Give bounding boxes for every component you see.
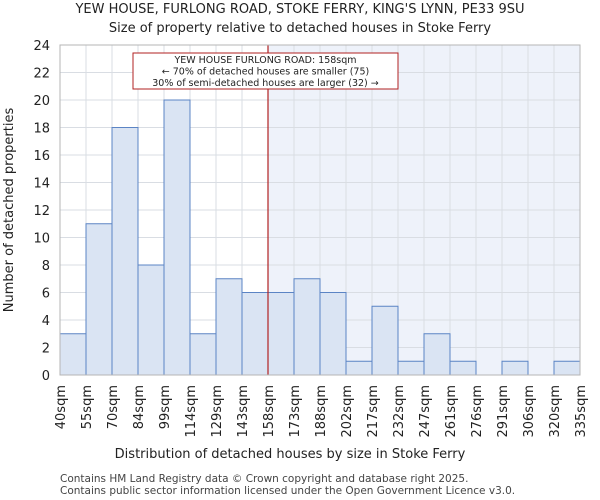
y-tick-label: 10 xyxy=(33,232,50,247)
y-tick-label: 16 xyxy=(33,149,50,164)
y-tick-label: 2 xyxy=(42,342,50,357)
x-tick-label: 99sqm xyxy=(158,385,173,429)
bar-114sqm xyxy=(189,333,217,376)
y-tick-label: 22 xyxy=(33,67,50,82)
footer-line-2: Contains public sector information licen… xyxy=(60,485,516,497)
bar-247sqm xyxy=(423,333,451,376)
bar-173sqm xyxy=(293,278,321,376)
bar-202sqm xyxy=(345,360,373,376)
y-tick-label: 18 xyxy=(33,122,50,137)
x-tick-label: 306sqm xyxy=(522,385,537,438)
annotation-line-2: ← 70% of detached houses are smaller (75… xyxy=(162,67,369,78)
x-tick-label: 320sqm xyxy=(548,385,563,438)
y-axis-label: Number of detached properties xyxy=(2,108,17,313)
bar-320sqm xyxy=(553,360,581,376)
x-tick-label: 158sqm xyxy=(262,385,277,438)
x-tick-label: 291sqm xyxy=(496,385,511,438)
y-tick-label: 6 xyxy=(42,287,50,302)
bar-217sqm xyxy=(371,305,399,376)
bar-129sqm xyxy=(215,278,243,376)
x-tick-label: 261sqm xyxy=(444,385,459,438)
bar-143sqm xyxy=(241,292,269,376)
annotation-box xyxy=(132,52,399,90)
plot-frame xyxy=(59,44,581,376)
y-tick-label: 4 xyxy=(42,314,50,329)
bar-158sqm xyxy=(267,292,295,376)
bar-261sqm xyxy=(449,360,477,376)
x-tick-label: 70sqm xyxy=(106,385,121,429)
bar-55sqm xyxy=(85,223,113,376)
bar-188sqm xyxy=(319,292,347,376)
x-tick-label: 217sqm xyxy=(366,385,381,438)
y-tick-label: 8 xyxy=(42,259,50,274)
x-tick-label: 335sqm xyxy=(574,385,589,438)
y-tick-label: 12 xyxy=(33,204,50,219)
bar-70sqm xyxy=(111,127,139,376)
x-tick-label: 129sqm xyxy=(210,385,225,438)
x-tick-label: 173sqm xyxy=(288,385,303,438)
x-tick-label: 40sqm xyxy=(54,385,69,429)
bar-232sqm xyxy=(397,360,425,376)
x-tick-label: 188sqm xyxy=(314,385,329,438)
footer-line-1: Contains HM Land Registry data © Crown c… xyxy=(60,473,469,485)
bar-84sqm xyxy=(137,264,165,376)
x-tick-label: 247sqm xyxy=(418,385,433,438)
histogram-chart: YEW HOUSE, FURLONG ROAD, STOKE FERRY, KI… xyxy=(2,2,589,462)
bar-99sqm xyxy=(163,99,191,376)
y-tick-label: 24 xyxy=(33,39,50,54)
x-tick-label: 84sqm xyxy=(132,385,147,429)
chart-title: YEW HOUSE, FURLONG ROAD, STOKE FERRY, KI… xyxy=(74,2,524,17)
annotation-line-3: 30% of semi-detached houses are larger (… xyxy=(152,78,379,89)
bar-291sqm xyxy=(501,360,529,376)
y-tick-label: 0 xyxy=(42,369,50,384)
x-axis-label: Distribution of detached houses by size … xyxy=(115,447,466,462)
x-tick-label: 276sqm xyxy=(470,385,485,438)
x-tick-label: 114sqm xyxy=(184,385,199,438)
x-tick-label: 55sqm xyxy=(80,385,95,429)
y-tick-label: 14 xyxy=(33,177,50,192)
annotation-line-1: YEW HOUSE FURLONG ROAD: 158sqm xyxy=(173,55,356,66)
y-tick-label: 20 xyxy=(33,94,50,109)
bar-40sqm xyxy=(59,333,87,376)
chart-subtitle: Size of property relative to detached ho… xyxy=(109,21,492,36)
x-tick-label: 143sqm xyxy=(236,385,251,438)
x-tick-label: 202sqm xyxy=(340,385,355,438)
x-tick-label: 232sqm xyxy=(392,385,407,438)
